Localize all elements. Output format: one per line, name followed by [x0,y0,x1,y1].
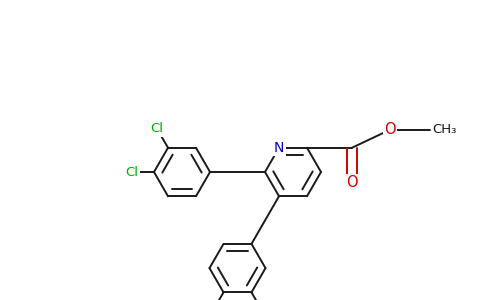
Text: N: N [274,141,284,155]
Text: Cl: Cl [151,122,164,135]
Text: Cl: Cl [125,166,138,178]
Text: CH₃: CH₃ [432,123,456,136]
Text: O: O [384,122,396,137]
Text: O: O [346,175,358,190]
